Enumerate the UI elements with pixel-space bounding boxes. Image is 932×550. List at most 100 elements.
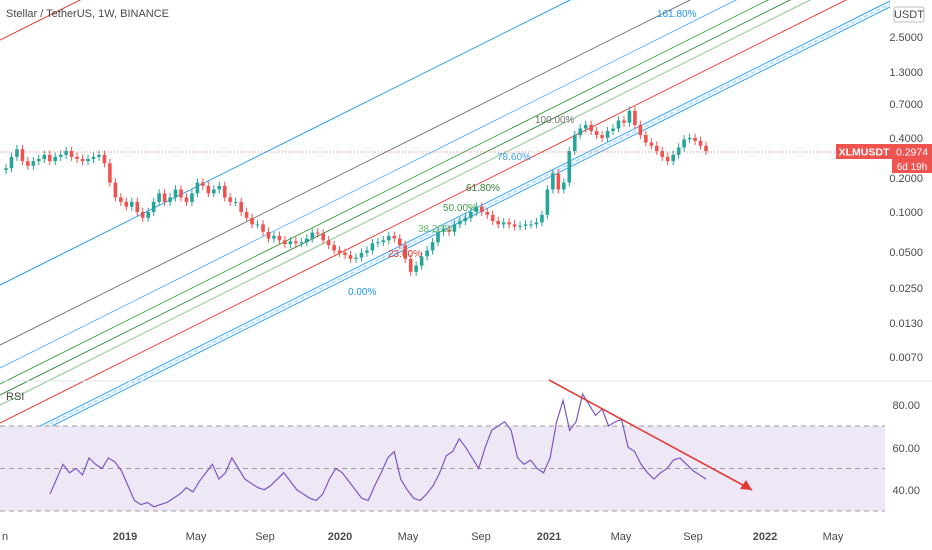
candle-body	[698, 140, 703, 146]
pitchfork-382-line	[0, 0, 812, 406]
candle-body	[195, 182, 200, 194]
candle-body	[354, 257, 358, 259]
candle-body	[135, 201, 140, 212]
candle-body	[512, 224, 517, 227]
price-tick: 0.0250	[889, 283, 923, 295]
time-axis[interactable]: n 2019 May Sep 2020 May Sep 2021 May Sep 2022 May	[2, 531, 844, 543]
candle-body	[91, 156, 96, 159]
candle-body	[337, 250, 342, 253]
candle-body	[414, 265, 418, 272]
candle-body	[272, 235, 276, 239]
candle-body	[26, 161, 30, 166]
rsi-pane	[0, 379, 885, 512]
candle-body	[64, 151, 68, 155]
candle-body	[321, 233, 325, 241]
price-tick: 0.1000	[889, 207, 923, 219]
price-tag: XLMUSDT 0.2974 6d 19h	[836, 144, 932, 173]
candle-body	[545, 189, 550, 215]
candle-body	[523, 224, 528, 226]
time-tick: May	[186, 531, 207, 543]
candle-body	[616, 120, 621, 129]
pitchfork-median-band	[0, 1, 890, 452]
price-tick: 0.0130	[889, 318, 923, 330]
candle-body	[572, 135, 577, 152]
candle-body	[102, 154, 107, 164]
candle-body	[266, 231, 271, 239]
candle-body	[113, 182, 118, 198]
candle-body	[212, 189, 216, 194]
pitchfork-level-label: 38.20%	[418, 224, 452, 235]
candle-body	[217, 185, 222, 190]
candle-body	[654, 145, 659, 152]
rsi-axis[interactable]: 80.00 60.00 40.00	[892, 400, 920, 497]
candle-body	[611, 128, 615, 132]
candle-body	[676, 147, 681, 155]
candle-body	[124, 201, 129, 207]
candle-body	[31, 161, 36, 166]
candle-body	[660, 151, 665, 157]
candle-body	[693, 137, 697, 141]
candle-body	[206, 185, 211, 194]
candle-body	[556, 173, 561, 190]
candle-body	[140, 212, 145, 218]
candle-body	[162, 193, 167, 202]
candle-body	[255, 224, 260, 226]
price-tick: 0.0070	[889, 352, 923, 364]
price-axis[interactable]: 2.5000 1.3000 0.7000 0.4000 0.2000 0.1000 0.05…	[889, 32, 923, 364]
candle-body	[283, 240, 287, 245]
candle-body	[463, 217, 468, 222]
candle-body	[392, 235, 397, 239]
candle-body	[86, 158, 90, 162]
price-tick: 2.5000	[889, 32, 923, 44]
price-tick: 0.2000	[889, 173, 923, 185]
time-tick: Sep	[471, 531, 491, 543]
time-tick: May	[823, 531, 844, 543]
candle-body	[474, 206, 479, 212]
candle-body	[201, 182, 205, 186]
candle-body	[425, 250, 429, 257]
candle-body	[633, 110, 637, 125]
candle-body	[343, 252, 347, 256]
candle-body	[69, 151, 74, 157]
pitchfork-618-line	[0, 0, 770, 385]
candle-body	[562, 182, 566, 190]
candle-body	[583, 124, 588, 129]
candle-body	[97, 154, 101, 157]
time-tick: Sep	[683, 531, 703, 543]
candle-body	[507, 222, 511, 225]
pitchfork-236-line	[0, 0, 848, 424]
candle-body	[146, 212, 150, 218]
rsi-title: RSI	[6, 391, 24, 403]
pitchfork-level-label: 0.00%	[348, 287, 376, 298]
candle-body	[108, 163, 112, 183]
rsi-tick: 40.00	[892, 485, 920, 497]
time-tick: 2020	[328, 531, 352, 543]
currency-label: USDT	[894, 9, 924, 21]
pitchfork-labels: 0.00% 23.60% 38.20% 50.00% 61.80% 78.60% 100.0…	[348, 9, 697, 298]
candle-body	[310, 232, 315, 239]
candle-body	[638, 124, 643, 136]
candle-body	[15, 149, 19, 157]
candle-body	[518, 225, 522, 227]
candle-body	[419, 256, 424, 266]
candle-body	[496, 221, 500, 225]
candle-body	[403, 245, 408, 259]
candle-body	[80, 158, 85, 162]
candle-body	[315, 232, 320, 234]
candle-body	[490, 214, 495, 222]
pitchfork-level-label: 161.80%	[657, 9, 697, 20]
candlestick-series	[4, 106, 708, 276]
candle-body	[594, 131, 599, 136]
candle-body	[222, 185, 227, 198]
rsi-trend-arrow	[548, 379, 753, 491]
candle-body	[129, 201, 134, 207]
candle-body	[627, 110, 632, 123]
candle-body	[485, 212, 490, 215]
symbol-tag: XLMUSDT	[839, 147, 890, 159]
candle-body	[75, 156, 79, 159]
countdown-tag: 6d 19h	[897, 162, 928, 173]
rsi-tick: 60.00	[892, 443, 920, 455]
candle-body	[184, 197, 189, 202]
candle-body	[190, 193, 194, 202]
